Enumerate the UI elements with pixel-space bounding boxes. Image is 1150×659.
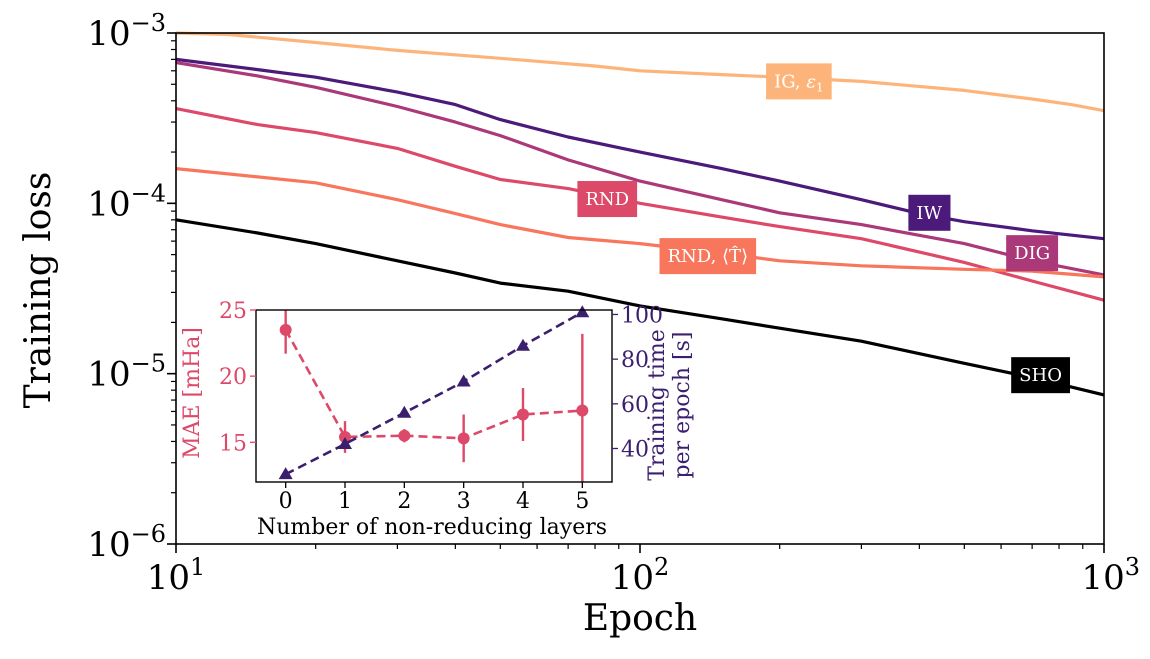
series-line-2 [175, 61, 1105, 277]
series-label-box-0 [766, 63, 832, 100]
inset-time-point-3 [456, 374, 471, 387]
series-line-0 [175, 31, 1105, 113]
series-label-text-5: SHO [1019, 365, 1062, 386]
series-label-box-2 [1006, 235, 1059, 272]
inset-y-axis-title: MAE [mHa] [180, 327, 205, 459]
series-label-box-5 [1011, 357, 1070, 394]
inset-mae-line [284, 329, 583, 440]
inset-axes-frame [255, 309, 613, 483]
series-label-text-4: RND, ⟨T̂⟩ [668, 245, 749, 267]
series-label-text-0: IG, ε1 [774, 71, 824, 94]
inset-y-tick-label-1: 20 [219, 365, 247, 390]
series-label-5: SHO [1011, 357, 1070, 394]
inset-mae-point-0 [279, 323, 292, 336]
series-label-1: IW [908, 194, 951, 231]
inset-right-y-axis-title-line2: per epoch [s] [670, 332, 695, 479]
x-tick-label-1: 102 [611, 553, 670, 598]
series-label-2: DIG [1006, 235, 1059, 272]
y-tick-label-3: 10−3 [87, 9, 166, 54]
inset-mae-point-1 [339, 431, 351, 444]
inset-x-tick-label-2: 2 [397, 489, 411, 514]
y-tick-label-1: 10−5 [87, 350, 166, 395]
inset-mae-point-4 [517, 408, 529, 421]
inset-time-point-2 [397, 405, 412, 418]
series-line-3 [175, 107, 1105, 302]
inset-time-point-1 [338, 437, 352, 450]
series-line-4 [175, 167, 1105, 279]
series-label-3: RND [577, 181, 638, 218]
inset-x-tick-label-5: 5 [575, 489, 589, 514]
inset-plot: 0 1 2 3 4 5 15 20 25 40 60 80 100 [219, 299, 663, 514]
inset-mae-point-5 [576, 404, 589, 417]
series-label-text-2: DIG [1014, 243, 1050, 264]
series-line-5 [175, 218, 1105, 397]
series-label-box-3 [577, 181, 638, 218]
inset-time-point-5 [575, 305, 590, 318]
inset-y-tick-label-0: 15 [219, 431, 247, 456]
series-label-0: IG, ε1 [766, 63, 832, 100]
inset-right-y-tick-label-1: 60 [621, 393, 649, 418]
inset-mae-point-2 [398, 429, 411, 442]
series-label-box-1 [908, 194, 951, 231]
x-axis-title: Epoch [583, 598, 697, 639]
series-label-4: RND, ⟨T̂⟩ [659, 238, 757, 275]
inset-right-y-tick-label-2: 80 [621, 348, 649, 373]
x-tick-label-0: 101 [147, 553, 206, 598]
y-tick-label-2: 10−4 [87, 179, 166, 224]
inset-x-axis-title: Number of non-reducing layers [257, 515, 607, 540]
inset-x-tick-label-0: 0 [279, 489, 293, 514]
inset-x-tick-label-4: 4 [516, 489, 530, 514]
x-tick-label-2: 103 [1081, 553, 1140, 598]
inset-right-y-tick-label-0: 40 [621, 437, 649, 462]
series-label-text-1: IW [916, 203, 942, 224]
inset-x-tick-label-1: 1 [338, 489, 352, 514]
inset-time-point-4 [516, 338, 530, 351]
y-axis-title: Training loss [18, 172, 59, 409]
inset-right-y-tick-label-3: 100 [621, 303, 663, 328]
inset-background [256, 310, 612, 482]
series-label-text-3: RND [585, 189, 629, 210]
inset-time-line [285, 311, 583, 476]
inset-y-tick-label-2: 25 [219, 299, 247, 324]
inset-x-tick-label-3: 3 [457, 489, 471, 514]
inset-time-point-0 [278, 467, 293, 480]
inset-right-y-axis-title-line1: Training time [645, 329, 670, 481]
series-label-box-4 [659, 238, 757, 275]
inset-mae-point-3 [457, 432, 470, 445]
